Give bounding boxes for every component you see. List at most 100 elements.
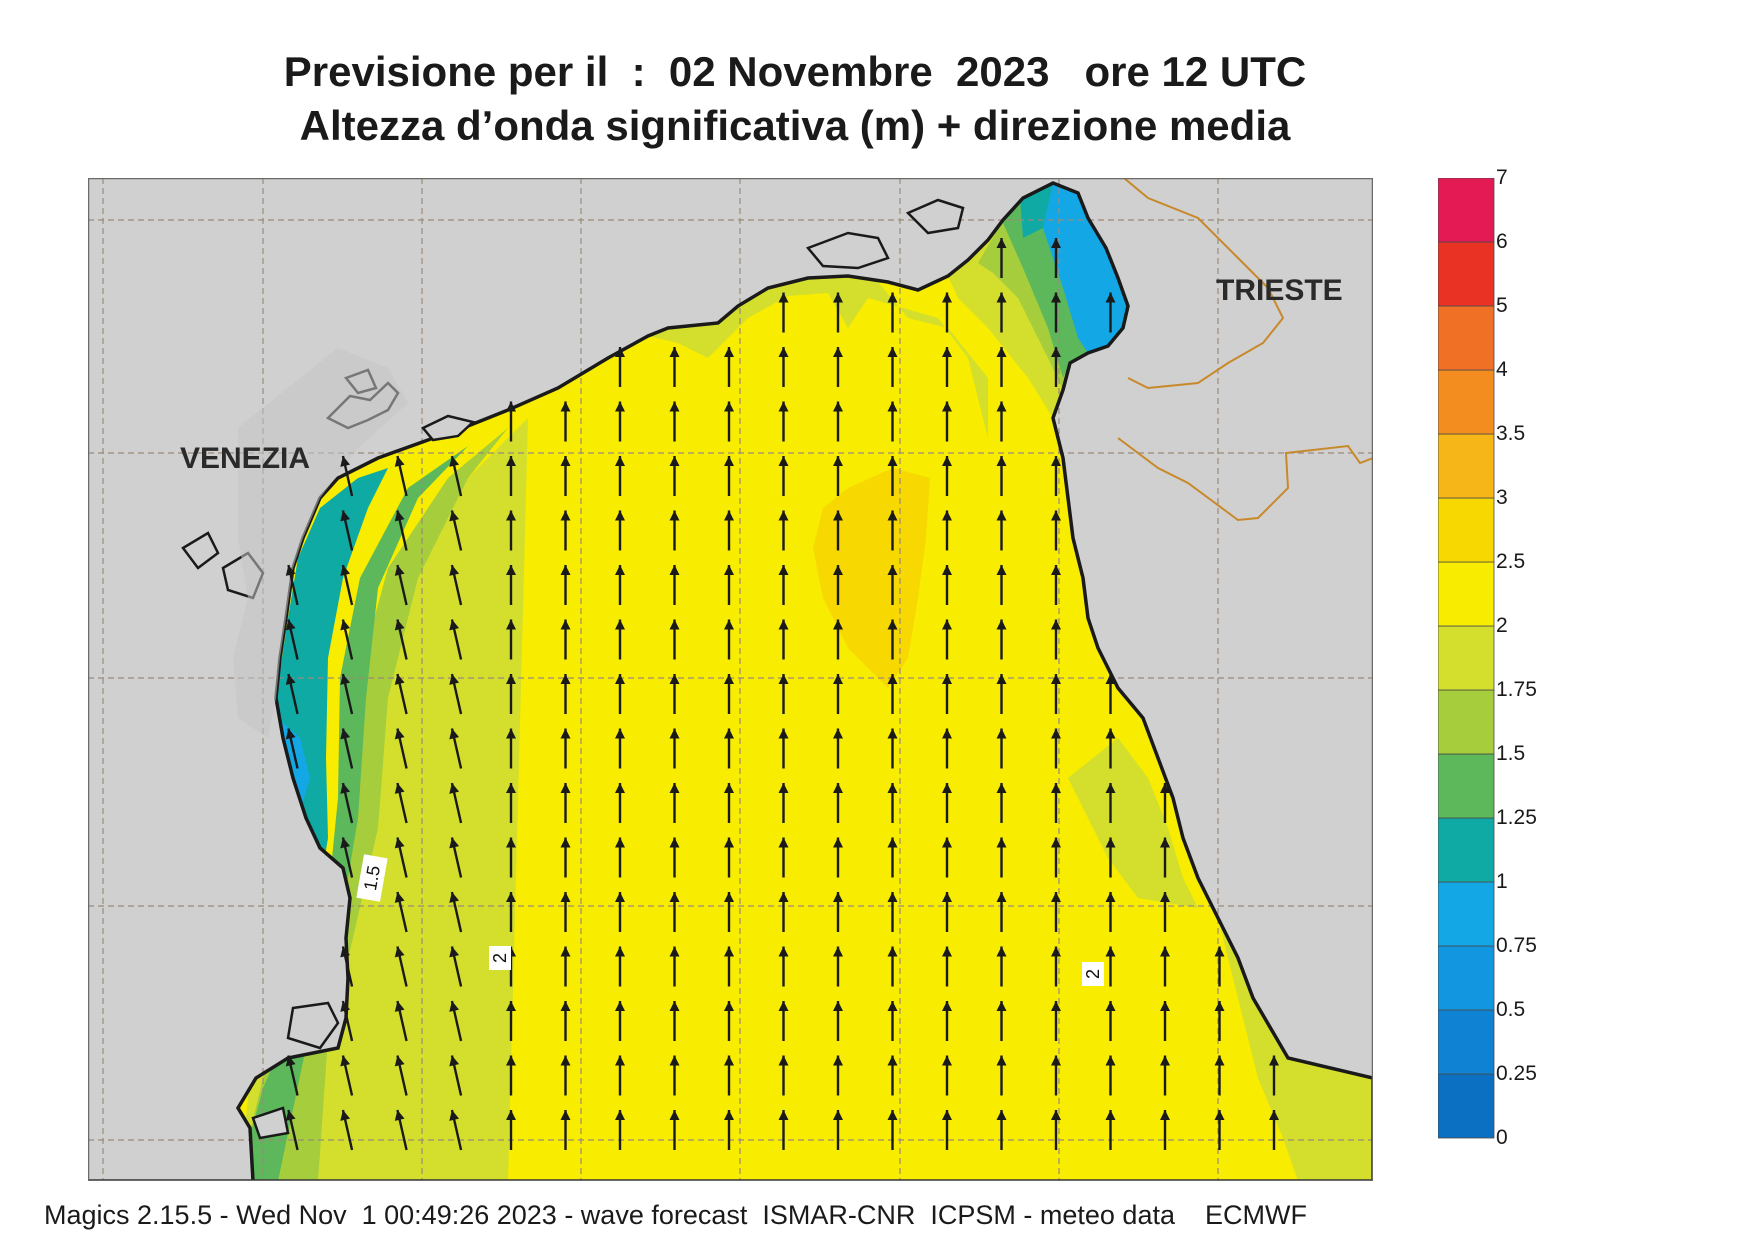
contour-label-3: 2 xyxy=(1082,962,1104,986)
wave-direction-arrowhead xyxy=(833,619,843,630)
wave-direction-arrowhead xyxy=(615,456,625,466)
wave-direction-arrowhead xyxy=(1269,1110,1279,1120)
wave-direction-arrowhead xyxy=(1051,1055,1061,1066)
wave-direction-arrowhead xyxy=(724,510,734,521)
title-line-2: Altezza d’onda significativa (m) + direz… xyxy=(299,102,1291,149)
wave-direction-arrowhead xyxy=(778,946,789,957)
wave-direction-arrowhead xyxy=(942,619,952,630)
legend-label: 5 xyxy=(1496,294,1508,317)
wave-direction-arrowhead xyxy=(942,892,952,902)
wave-direction-arrowhead xyxy=(724,892,734,902)
legend-color-block xyxy=(1438,433,1495,499)
wave-direction-arrowhead xyxy=(1051,292,1061,303)
wave-direction-arrowhead xyxy=(394,892,405,903)
wave-direction-arrowhead xyxy=(506,565,516,575)
wave-direction-arrowhead xyxy=(340,837,351,849)
wave-direction-arrowhead xyxy=(285,565,296,576)
wave-direction-arrowhead xyxy=(778,674,789,684)
title-line-1: Previsione per il : 02 Novembre 2023 ore… xyxy=(283,48,1307,95)
wave-direction-arrowhead xyxy=(996,565,1007,575)
legend-label: 3 xyxy=(1496,486,1508,509)
place-label-trieste: TRIESTE xyxy=(1216,274,1343,307)
wave-direction-arrowhead xyxy=(449,1001,460,1012)
wave-direction-arrowhead xyxy=(1105,783,1116,793)
wave-direction-arrowhead xyxy=(560,783,571,793)
wave-direction-arrowhead xyxy=(669,728,680,739)
wave-direction-arrowhead xyxy=(778,892,789,902)
wave-direction-arrowhead xyxy=(506,510,516,521)
wave-direction-arrowhead xyxy=(615,1001,625,1011)
wave-direction-arrowhead xyxy=(394,565,405,576)
svg-text:1.5: 1.5 xyxy=(360,864,384,892)
wave-direction-arrowhead xyxy=(887,565,898,575)
wave-direction-arrowhead xyxy=(506,1001,516,1011)
wave-direction-arrowhead xyxy=(887,1055,898,1066)
legend-color-block xyxy=(1438,1073,1495,1139)
contour-label-2: 2 xyxy=(489,946,511,970)
wave-direction-arrowhead xyxy=(833,1001,843,1011)
wave-direction-arrowhead xyxy=(1160,837,1170,848)
wave-direction-arrowhead xyxy=(394,510,405,522)
wave-direction-arrowhead xyxy=(560,619,571,630)
legend-label: 1.75 xyxy=(1496,678,1537,701)
wave-direction-arrowhead xyxy=(778,1001,789,1011)
wave-direction-arrowhead xyxy=(1105,946,1116,957)
wave-direction-arrowhead xyxy=(724,946,734,957)
legend-label: 1.5 xyxy=(1496,742,1526,765)
wave-direction-arrowhead xyxy=(394,1110,405,1121)
wave-direction-arrowhead xyxy=(778,565,789,575)
wave-direction-arrowhead xyxy=(996,238,1007,248)
wave-direction-arrowhead xyxy=(942,946,952,957)
wave-direction-arrowhead xyxy=(833,401,843,412)
wave-direction-arrowhead xyxy=(1214,1001,1225,1011)
wave-direction-arrowhead xyxy=(833,1055,843,1066)
legend-color-block xyxy=(1438,625,1495,691)
legend-label: 0.5 xyxy=(1496,998,1526,1021)
wave-direction-arrowhead xyxy=(669,565,680,575)
legend-label: 2 xyxy=(1496,614,1508,637)
wave-direction-arrowhead xyxy=(560,456,571,466)
wave-direction-arrowhead xyxy=(996,1055,1007,1066)
wave-direction-arrowhead xyxy=(942,837,952,848)
wave-direction-arrowhead xyxy=(340,728,351,740)
wave-direction-arrowhead xyxy=(833,456,843,466)
legend-color-block xyxy=(1438,241,1495,307)
wave-direction-arrowhead xyxy=(1051,1001,1061,1011)
wave-direction-arrowhead xyxy=(285,1110,296,1121)
wave-direction-arrowhead xyxy=(1160,892,1170,902)
wave-direction-arrowhead xyxy=(669,1110,680,1120)
wave-direction-arrowhead xyxy=(724,401,734,412)
footer-credit: Magics 2.15.5 - Wed Nov 1 00:49:26 2023 … xyxy=(44,1200,1307,1230)
wave-direction-arrowhead xyxy=(887,619,898,630)
wave-direction-arrowhead xyxy=(669,1055,680,1066)
wave-direction-arrowhead xyxy=(1105,292,1116,303)
wave-direction-arrowhead xyxy=(887,892,898,902)
wave-direction-arrowhead xyxy=(996,347,1007,357)
wave-direction-arrowhead xyxy=(942,510,952,521)
wave-direction-arrowhead xyxy=(887,401,898,412)
wave-direction-arrowhead xyxy=(449,619,460,631)
wave-direction-arrowhead xyxy=(340,456,351,467)
wave-direction-arrowhead xyxy=(449,892,460,903)
legend-label: 3.5 xyxy=(1496,422,1526,445)
wave-direction-arrowhead xyxy=(1051,347,1061,357)
wave-direction-arrowhead xyxy=(1160,946,1170,957)
wave-direction-arrowhead xyxy=(724,728,734,739)
wave-direction-arrowhead xyxy=(340,510,351,522)
wave-direction-arrowhead xyxy=(1214,946,1225,957)
wave-direction-arrowhead xyxy=(996,510,1007,521)
wave-direction-arrowhead xyxy=(1051,238,1061,248)
wave-direction-arrowhead xyxy=(285,674,296,685)
wave-direction-arrowhead xyxy=(887,347,898,357)
wave-direction-arrowhead xyxy=(778,783,789,793)
wave-direction-arrowhead xyxy=(669,674,680,684)
wave-direction-arrowhead xyxy=(615,946,625,957)
wave-direction-arrowhead xyxy=(449,565,460,576)
wave-direction-arrowhead xyxy=(560,1001,571,1011)
wave-direction-arrowhead xyxy=(1269,1055,1279,1066)
wave-direction-arrowhead xyxy=(1105,837,1116,848)
wave-direction-arrowhead xyxy=(615,401,625,412)
wave-direction-arrowhead xyxy=(285,619,296,631)
legend-color-block xyxy=(1438,1009,1495,1075)
wave-direction-arrowhead xyxy=(942,674,952,684)
